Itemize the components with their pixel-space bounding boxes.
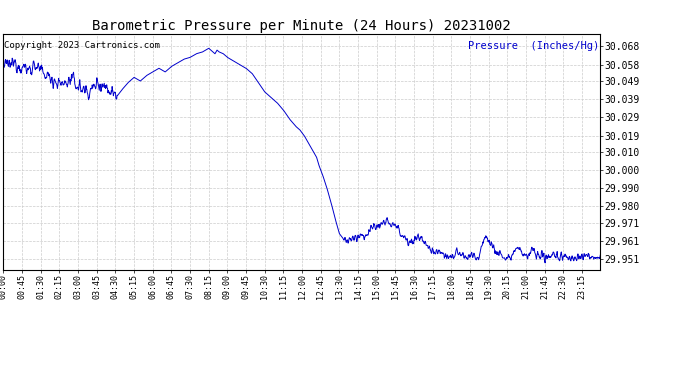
Title: Barometric Pressure per Minute (24 Hours) 20231002: Barometric Pressure per Minute (24 Hours… [92, 19, 511, 33]
Text: Pressure  (Inches/Hg): Pressure (Inches/Hg) [468, 41, 599, 51]
Text: Copyright 2023 Cartronics.com: Copyright 2023 Cartronics.com [4, 41, 160, 50]
